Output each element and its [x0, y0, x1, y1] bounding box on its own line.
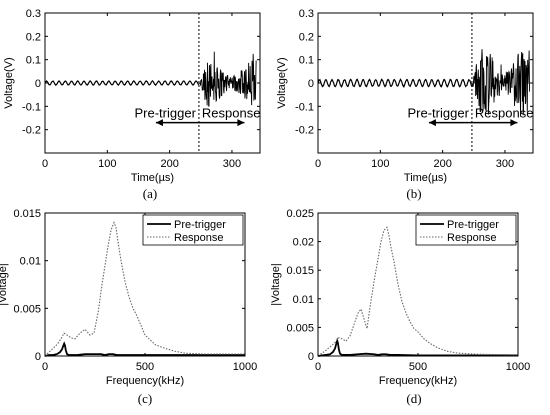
- y-tick-label: 0.005: [286, 322, 314, 334]
- y-tick-label: 0.2: [26, 31, 41, 43]
- panel-a-response-label: Response: [202, 106, 261, 121]
- x-tick-label: 300: [496, 158, 514, 170]
- pre-trigger-waveform: [317, 78, 473, 88]
- y-tick-label: -0.1: [295, 101, 314, 113]
- panel-a-annotations: Pre-trigger Response: [135, 106, 261, 127]
- y-tick-label: -0.2: [22, 125, 41, 137]
- panel-c-curves: [44, 221, 245, 357]
- panel-a-y-axis-label: Voltage(V): [3, 57, 15, 108]
- panel-b-plot-frame: [317, 12, 534, 154]
- y-tick-label: 0.015: [13, 208, 41, 220]
- x-tick-label: 0: [315, 361, 321, 373]
- panel-c-caption: (c): [138, 391, 152, 406]
- panel-c-legend-pre-trigger-label: Pre-trigger: [174, 219, 226, 231]
- arrow-head-right: [510, 119, 518, 127]
- pre-trigger-waveform: [44, 80, 200, 87]
- panel-b-y-axis-label: Voltage(V): [276, 57, 288, 108]
- panel-b-pre-trigger-label: Pre-trigger: [408, 106, 470, 121]
- y-tick-label: 0: [308, 78, 314, 90]
- panel-b-response-label: Response: [475, 106, 534, 121]
- panel-d-x-axis-label: Frequency(kHz): [379, 375, 457, 387]
- x-tick-label: 100: [98, 158, 116, 170]
- panel-b-curves: [317, 13, 530, 153]
- panel-b-time-signal-chart: 0 100 200 300 -0.2 -0.1 0 0.1 0.2 0.3 Pre-trigger…: [276, 8, 534, 201]
- x-tick-label: 1000: [506, 361, 530, 373]
- panel-a-time-signal-chart: 0 100 200 300 -0.2 -0.1 0 0.1 0.2 0.3 Pre-trigger…: [3, 8, 261, 201]
- x-tick-label: 100: [371, 158, 389, 170]
- y-tick-label: 0.3: [299, 8, 314, 20]
- x-tick-label: 200: [433, 158, 451, 170]
- panel-c-legend-box: [142, 214, 244, 246]
- panel-a-x-axis-label: Time(µs): [131, 172, 174, 184]
- y-tick-label: 0.01: [20, 256, 41, 268]
- panel-b-ticks: 0 100 200 300 -0.2 -0.1 0 0.1 0.2 0.3: [295, 8, 533, 170]
- panel-c-plot-frame: [44, 212, 246, 357]
- panel-d-spectrum-chart: 0 500 1000 0 0.005 0.01 0.015 0.02 0.025 Pre-tri…: [270, 208, 530, 406]
- panel-d-caption: (d): [406, 391, 421, 406]
- pre-trigger-spectrum-line: [44, 341, 245, 357]
- arrow-head-right: [237, 119, 245, 127]
- panel-a-plot-frame: [44, 12, 261, 154]
- panel-b-x-axis-label: Time(µs): [404, 172, 447, 184]
- panel-d-legend-response-label: Response: [447, 232, 497, 244]
- x-tick-label: 0: [42, 158, 48, 170]
- x-tick-label: 500: [409, 361, 427, 373]
- panel-a-pre-trigger-label: Pre-trigger: [135, 106, 197, 121]
- panel-c-spectrum-chart: 0 500 1000 0 0.005 0.01 0.015 Pre-trigger Resp…: [0, 208, 257, 406]
- response-waveform: [198, 51, 257, 107]
- pre-trigger-spectrum-line: [317, 337, 518, 357]
- arrow-head-left: [155, 119, 163, 127]
- y-tick-label: 0.2: [299, 31, 314, 43]
- x-tick-label: 1000: [233, 361, 257, 373]
- y-tick-label: 0: [35, 78, 41, 90]
- panel-d-legend-pre-trigger-label: Pre-trigger: [447, 219, 499, 231]
- y-tick-label: -0.1: [22, 101, 41, 113]
- panel-d-legend-box: [415, 214, 517, 246]
- y-tick-label: 0: [35, 351, 41, 363]
- panel-c-y-axis-label: |Voltage|: [0, 263, 9, 305]
- x-tick-label: 300: [223, 158, 241, 170]
- y-tick-label: 0.1: [299, 55, 314, 67]
- panel-d-curves: [317, 226, 519, 357]
- y-tick-label: 0.015: [286, 265, 314, 277]
- x-tick-label: 0: [42, 361, 48, 373]
- y-tick-label: 0.1: [26, 55, 41, 67]
- y-tick-label: 0.005: [13, 303, 41, 315]
- panel-a-curves: [44, 13, 257, 153]
- y-tick-label: 0.01: [293, 294, 314, 306]
- y-tick-label: 0.02: [293, 237, 314, 249]
- response-spectrum-line: [317, 226, 519, 357]
- x-tick-label: 200: [160, 158, 178, 170]
- y-tick-label: 0.3: [26, 8, 41, 20]
- panel-a-ticks: 0 100 200 300 -0.2 -0.1 0 0.1 0.2 0.3: [22, 8, 260, 170]
- panel-d-y-axis-label: |Voltage|: [270, 263, 282, 305]
- panel-a-caption: (a): [143, 186, 157, 201]
- y-tick-label: 0: [308, 351, 314, 363]
- y-tick-label: -0.2: [295, 125, 314, 137]
- panel-c-legend: Pre-trigger Response: [142, 214, 244, 246]
- panel-c-x-axis-label: Frequency(kHz): [106, 375, 184, 387]
- x-tick-label: 0: [315, 158, 321, 170]
- response-waveform: [471, 49, 530, 117]
- panel-d-plot-frame: [317, 212, 519, 357]
- x-tick-label: 500: [136, 361, 154, 373]
- panel-b-annotations: Pre-trigger Response: [408, 106, 534, 127]
- y-tick-label: 0.025: [286, 208, 314, 220]
- panel-b-caption: (b): [406, 186, 421, 201]
- arrow-head-left: [428, 119, 436, 127]
- panel-d-legend: Pre-trigger Response: [415, 214, 517, 246]
- panel-c-legend-response-label: Response: [174, 232, 224, 244]
